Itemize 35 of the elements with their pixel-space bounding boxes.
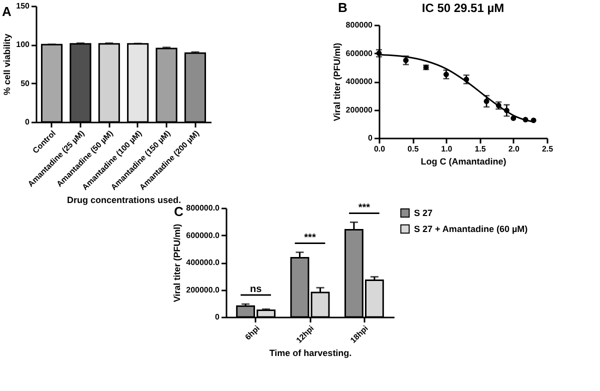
legend-label: S 27: [414, 208, 433, 218]
y-axis-title: Viral titer (PFU/ml): [172, 224, 182, 302]
x-axis-title: Drug concentrations used.: [66, 194, 182, 205]
legend-label: S 27 + Amantadine (60 µM): [414, 224, 528, 234]
y-tick-label: 200000: [346, 105, 374, 114]
y-tick-label: 800000.0: [186, 204, 220, 212]
y-tick-label: 400000.0: [186, 258, 220, 267]
y-tick-label: 50: [20, 78, 30, 88]
x-tick-label: 2.5: [542, 144, 554, 154]
y-tick-label: 0: [25, 118, 30, 126]
annotation: ***: [358, 202, 370, 214]
annotation: ***: [304, 232, 316, 244]
y-tick-label: 100: [16, 40, 30, 50]
x-axis-title: Log C (Amantadine): [420, 156, 506, 166]
text: C: [174, 204, 184, 219]
x-axis-title: Time of harvesting.: [269, 348, 352, 358]
annotation: ns: [250, 284, 262, 296]
y-tick-label: 150: [16, 2, 30, 10]
x-tick-label: 2.0: [508, 144, 520, 154]
y-tick-label: 200000.0: [186, 285, 220, 294]
y-tick-label: 800000: [346, 20, 374, 30]
x-tick-label: 0.5: [408, 144, 420, 154]
y-axis-title: Viral titer (PFU/ml): [332, 42, 342, 122]
y-tick-label: 0: [368, 134, 374, 142]
y-axis-title: % cell viability: [2, 34, 12, 96]
x-tick-label: 0.0: [374, 144, 386, 154]
text: A: [2, 4, 12, 19]
text: B: [338, 0, 348, 15]
y-tick-label: 400000: [346, 77, 374, 86]
y-tick-label: 600000.0: [186, 230, 220, 240]
x-tick-label: 1.5: [474, 144, 486, 154]
y-tick-label: 0: [215, 312, 220, 322]
chart-title: IC 50 29.51 µM: [422, 1, 504, 15]
y-tick-label: 600000: [346, 48, 374, 58]
x-tick-label: 1.0: [441, 144, 453, 154]
